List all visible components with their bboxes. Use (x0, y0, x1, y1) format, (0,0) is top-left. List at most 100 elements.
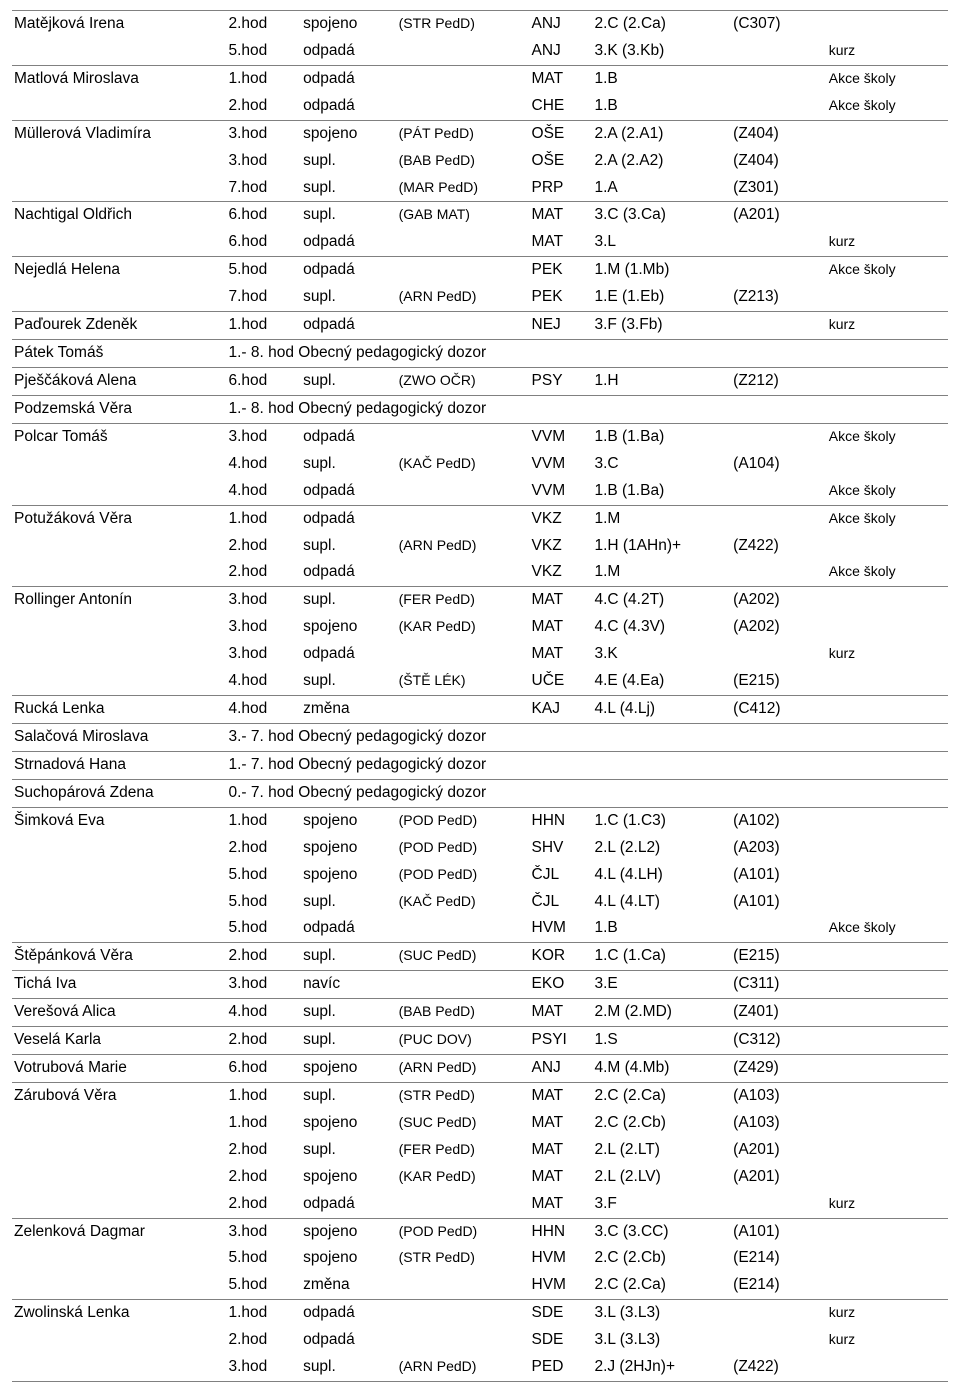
action: spojeno (301, 1164, 397, 1191)
note (827, 202, 948, 229)
teacher-name: Polcar Tomáš (12, 423, 226, 450)
class-group: 2.A (2.A2) (592, 148, 731, 175)
room (731, 257, 827, 284)
action: odpadá (301, 559, 397, 586)
subject-code: ČJL (530, 862, 593, 889)
room (731, 65, 827, 92)
class-group: 1.B (592, 65, 731, 92)
class-group: 2.L (2.LT) (592, 1137, 731, 1164)
period: 1.hod (226, 1082, 301, 1109)
subject-code: PEK (530, 257, 593, 284)
action: supl. (301, 587, 397, 614)
class-group: 2.C (2.Ca) (592, 1272, 731, 1299)
period: 2.hod (226, 943, 301, 971)
period: 3.hod (226, 641, 301, 668)
class-group: 3.C (3.Ca) (592, 202, 731, 229)
room: (A101) (731, 862, 827, 889)
table-row: Pješčáková Alena6.hodsupl.(ZWO OČR)PSY1.… (12, 367, 948, 395)
table-row: Salačová Miroslava3.- 7. hod Obecný peda… (12, 723, 948, 751)
teacher-name (12, 559, 226, 586)
class-group: 1.B (1.Ba) (592, 423, 731, 450)
period: 3.hod (226, 120, 301, 147)
teacher-name: Votrubová Marie (12, 1055, 226, 1083)
subject-code: MAT (530, 1191, 593, 1218)
table-row: 3.hododpadáMAT3.Kkurz (12, 641, 948, 668)
subject-code: ANJ (530, 11, 593, 38)
period: 1.hod (226, 1110, 301, 1137)
class-group: 2.A (2.A1) (592, 120, 731, 147)
table-row: Rollinger Antonín3.hodsupl.(FER PedD)MAT… (12, 587, 948, 614)
teacher-name: Müllerová Vladimíra (12, 120, 226, 147)
period: 5.hod (226, 889, 301, 916)
period: 2.hod (226, 93, 301, 120)
room: (E214) (731, 1245, 827, 1272)
teacher-name: Rucká Lenka (12, 696, 226, 724)
period: 2.hod (226, 533, 301, 560)
action-detail (397, 1272, 530, 1299)
action: supl. (301, 1027, 397, 1055)
note (827, 1354, 948, 1381)
note: kurz (827, 229, 948, 256)
class-group: 3.F (592, 1191, 731, 1218)
teacher-name: Rollinger Antonín (12, 587, 226, 614)
action-detail: (ARN PedD) (397, 1354, 530, 1381)
class-group: 3.E (592, 971, 731, 999)
table-row: 5.hodspojeno(POD PedD)ČJL4.L (4.LH)(A101… (12, 862, 948, 889)
subject-code: CHE (530, 93, 593, 120)
class-group: 4.C (4.2T) (592, 587, 731, 614)
period: 7.hod (226, 284, 301, 311)
room (731, 229, 827, 256)
span-note: 1.- 8. hod Obecný pedagogický dozor (226, 340, 948, 368)
teacher-name: Nejedlá Helena (12, 257, 226, 284)
teacher-name (12, 915, 226, 942)
action-detail (397, 312, 530, 340)
room: (E214) (731, 1272, 827, 1299)
note (827, 284, 948, 311)
subject-code: SDE (530, 1327, 593, 1354)
table-row: 4.hodsupl.(ŠTĚ LÉK)UČE4.E (4.Ea)(E215) (12, 668, 948, 695)
subject-code: VVM (530, 451, 593, 478)
teacher-name: Verešová Alica (12, 999, 226, 1027)
action-detail (397, 229, 530, 256)
table-row: Veselá Karla2.hodsupl.(PUC DOV)PSYI1.S(C… (12, 1027, 948, 1055)
period: 3.hod (226, 148, 301, 175)
subject-code: OŠE (530, 148, 593, 175)
subject-code: HHN (530, 1218, 593, 1245)
note (827, 1164, 948, 1191)
action-detail: (FER PedD) (397, 587, 530, 614)
action-detail: (POD PedD) (397, 862, 530, 889)
teacher-name (12, 38, 226, 65)
action-detail (397, 696, 530, 724)
subject-code: KOR (530, 943, 593, 971)
teacher-name: Pátek Tomáš (12, 340, 226, 368)
subject-code: MAT (530, 229, 593, 256)
action-detail (397, 93, 530, 120)
table-row: Nachtigal Oldřich6.hodsupl.(GAB MAT)MAT3… (12, 202, 948, 229)
room: (E215) (731, 943, 827, 971)
room (731, 312, 827, 340)
action: změna (301, 696, 397, 724)
period: 2.hod (226, 559, 301, 586)
teacher-name (12, 641, 226, 668)
period: 6.hod (226, 202, 301, 229)
period: 4.hod (226, 696, 301, 724)
table-row: 2.hododpadáVKZ1.MAkce školy (12, 559, 948, 586)
action-detail: (PÁT PedD) (397, 120, 530, 147)
period: 5.hod (226, 915, 301, 942)
table-row: Matlová Miroslava1.hododpadáMAT1.BAkce š… (12, 65, 948, 92)
room (731, 641, 827, 668)
table-row: Polcar Tomáš3.hododpadáVVM1.B (1.Ba)Akce… (12, 423, 948, 450)
period: 4.hod (226, 451, 301, 478)
note: Akce školy (827, 257, 948, 284)
room: (Z422) (731, 533, 827, 560)
action-detail (397, 38, 530, 65)
room (731, 478, 827, 505)
teacher-name: Tichá Iva (12, 971, 226, 999)
note: Akce školy (827, 505, 948, 532)
table-row: Suchopárová Zdena0.- 7. hod Obecný pedag… (12, 779, 948, 807)
table-row: 2.hododpadáMAT3.Fkurz (12, 1191, 948, 1218)
action-detail: (POD PedD) (397, 835, 530, 862)
room: (Z404) (731, 120, 827, 147)
table-row: 5.hodsupl.(KAČ PedD)ČJL4.L (4.LT)(A101) (12, 889, 948, 916)
subject-code: HVM (530, 1272, 593, 1299)
